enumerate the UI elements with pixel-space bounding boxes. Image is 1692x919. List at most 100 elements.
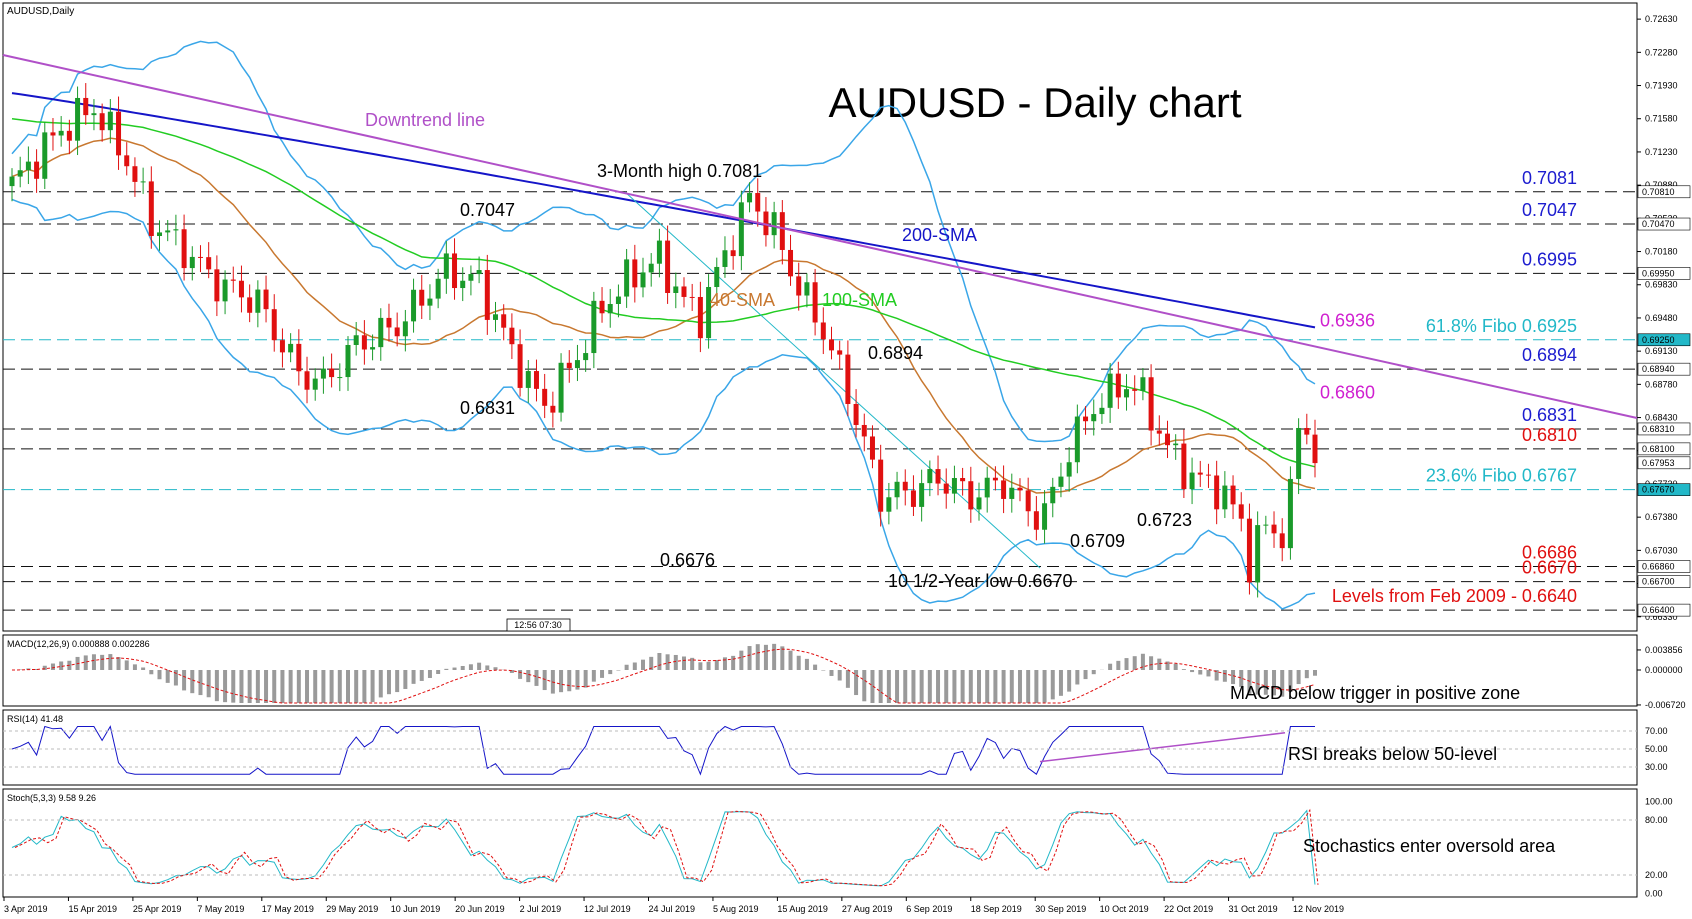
time-tick-label: 27 Aug 2019: [842, 904, 893, 914]
candle-body: [1246, 518, 1252, 583]
rsi-tick-label: 30.00: [1645, 762, 1668, 772]
candle-body: [599, 300, 605, 314]
candle-body: [1091, 414, 1097, 422]
candle-body: [755, 193, 761, 212]
candle-body: [951, 478, 957, 494]
level-tag-box: [1637, 575, 1691, 588]
candle-body: [66, 130, 72, 141]
candle-body: [107, 111, 113, 131]
candle-body: [279, 340, 285, 353]
candle-body: [648, 263, 654, 273]
candle-body: [189, 256, 195, 269]
candle-body: [42, 132, 48, 179]
bollinger-lower: [11, 198, 1316, 610]
candle-body: [427, 298, 433, 306]
candle-body: [1058, 476, 1064, 487]
candle-body: [411, 289, 417, 322]
candle-body: [517, 344, 523, 388]
candle-body: [296, 343, 302, 372]
candle-body: [1074, 416, 1080, 463]
label-0-6676: 0.6676: [660, 550, 715, 570]
level-label: Levels from Feb 2009 - 0.6640: [1332, 586, 1577, 606]
level-tag: 0.69250: [1642, 335, 1675, 345]
price-tick-label: 0.67030: [1645, 545, 1678, 555]
candle-body: [919, 483, 925, 507]
price-panel: [2, 2, 1638, 632]
candle-body: [894, 481, 900, 498]
candle-body: [878, 459, 884, 512]
candle-body: [771, 212, 777, 236]
candle-body: [1255, 525, 1261, 583]
macd-label: MACD(12,26,9) 0.000888 0.002286: [7, 639, 150, 649]
macd-tick-label: 0.003856: [1645, 645, 1683, 655]
candle-body: [542, 388, 548, 406]
candle-body: [943, 483, 949, 494]
level-tag: 0.68100: [1642, 444, 1675, 454]
level-tag-box: [1637, 185, 1691, 199]
price-tick-label: 0.71230: [1645, 147, 1678, 157]
candle-body: [501, 314, 507, 328]
level-label: 0.6810: [1522, 425, 1577, 445]
label-0-6709: 0.6709: [1070, 531, 1125, 551]
candle-body: [370, 347, 376, 350]
candle-body: [25, 161, 31, 171]
candle-body: [83, 97, 89, 116]
candle-body: [271, 309, 277, 341]
candle-body: [1263, 524, 1269, 526]
candle-body: [812, 282, 818, 323]
candle-body: [722, 250, 728, 267]
time-tick-label: 10 Oct 2019: [1100, 904, 1149, 914]
stoch-axis: 100.00 80.00 20.00 0.00: [3, 797, 1673, 898]
candle-body: [206, 257, 212, 270]
candle-body: [910, 490, 916, 507]
rsi-line: [11, 725, 1315, 776]
time-tick-label: 25 Apr 2019: [133, 904, 182, 914]
candle-body: [1009, 487, 1015, 499]
candle-body: [697, 296, 703, 339]
candle-body: [197, 256, 203, 258]
candle-body: [886, 497, 892, 512]
macd-histogram: [11, 643, 1317, 704]
candle-body: [574, 360, 580, 369]
candle-body: [124, 155, 130, 167]
sma200-label: 200-SMA: [902, 225, 977, 245]
magenta-level-label: 0.6860: [1320, 382, 1375, 402]
level-tag: 0.66400: [1642, 605, 1675, 615]
candle-body: [34, 161, 40, 179]
candle-body: [1025, 490, 1031, 512]
time-tick-label: 6 Sep 2019: [906, 904, 952, 914]
rsi-panel: [2, 709, 1638, 786]
price-tick-label: 0.71580: [1645, 114, 1678, 124]
candle-body: [1205, 474, 1211, 476]
candle-body: [1238, 504, 1244, 519]
current-price-tag: 0.67953: [1642, 458, 1675, 468]
candle-body: [1173, 443, 1179, 446]
candle-body: [960, 478, 966, 482]
candle-body: [157, 232, 163, 237]
candle-body: [902, 481, 908, 491]
candle-body: [1230, 485, 1236, 505]
candle-body: [148, 181, 154, 237]
level-tag: 0.68310: [1642, 424, 1675, 434]
candle-body: [1164, 433, 1170, 446]
candle-body: [1222, 485, 1228, 510]
level-label: 0.6670: [1522, 558, 1577, 578]
candle-body: [173, 229, 179, 231]
level-tag-box: [1637, 217, 1691, 231]
time-tick-label: 31 Oct 2019: [1229, 904, 1278, 914]
price-tick-label: 0.69830: [1645, 280, 1678, 290]
label-0-6831: 0.6831: [460, 398, 515, 418]
candle-body: [1107, 373, 1113, 408]
candle-body: [394, 327, 400, 337]
time-tick-label: 2 Jul 2019: [520, 904, 562, 914]
candle-body: [337, 377, 343, 379]
macd-comment: MACD below trigger in positive zone: [1230, 683, 1520, 703]
candle-body: [935, 469, 941, 484]
level-tag: 0.66700: [1642, 577, 1675, 587]
stoch-label: Stoch(5,3,3) 9.58 9.26: [7, 793, 96, 803]
symbol-label: AUDUSD,Daily: [7, 6, 74, 17]
price-tick-label: 0.67380: [1645, 512, 1678, 522]
candle-body: [1304, 427, 1310, 435]
stoch-tick-label: 20.00: [1645, 870, 1668, 880]
